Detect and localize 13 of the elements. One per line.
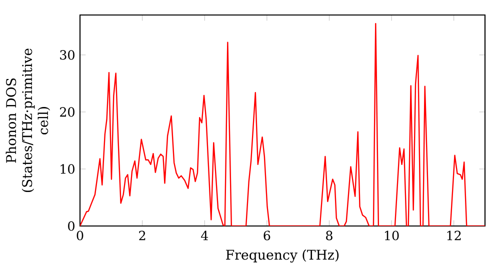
x-tick-label: 12: [447, 230, 461, 240]
x-axis-title: Frequency (THz): [226, 249, 339, 263]
y-axis-title: Phonon DOS (States/THz·primitive cell): [6, 48, 50, 192]
x-tick-label: 8: [326, 230, 332, 240]
x-tick-label: 0: [76, 230, 84, 240]
x-tick-label: 2: [139, 230, 146, 240]
y-tick-label: 30: [60, 50, 74, 60]
y-tick-label: 10: [60, 164, 74, 174]
x-tick-label: 10: [385, 230, 399, 240]
x-tick-label: 4: [200, 230, 208, 240]
y-tick-label: 20: [60, 107, 74, 117]
x-tick-label: 6: [264, 230, 270, 240]
y-tick-label: 0: [68, 221, 74, 231]
